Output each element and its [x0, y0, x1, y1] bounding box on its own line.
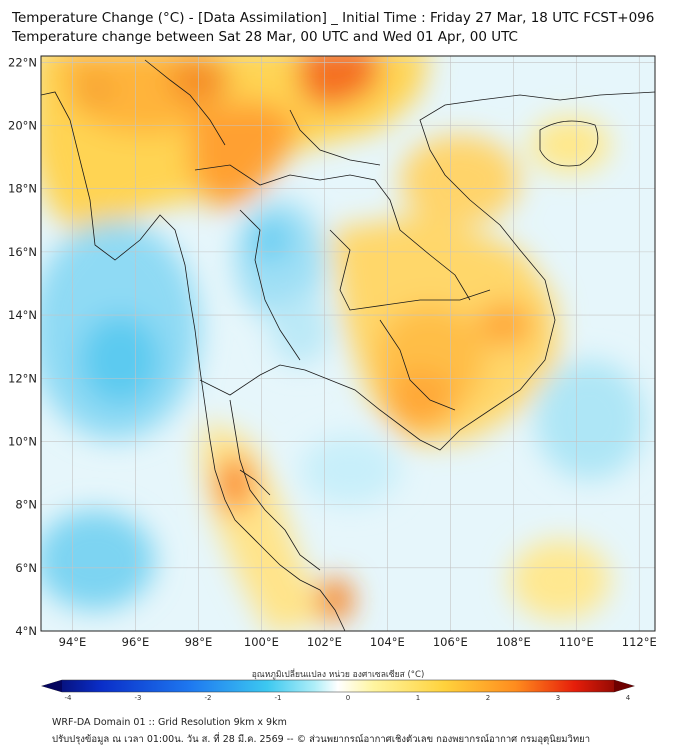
coastline-borders: [41, 59, 655, 631]
colorbar-tick-label: -3: [135, 694, 142, 702]
lat-label: 8°N: [15, 498, 37, 512]
colorbar-tick-label: 4: [626, 694, 631, 702]
lon-label: 98°E: [185, 635, 213, 649]
lat-label: 16°N: [8, 245, 37, 259]
colorbar-label: อุณหภูมิเปลี่ยนแปลง หน่วย องศาเซลเซียส (…: [251, 670, 425, 680]
colorbar: -4 -3 -2 -1 0 1 2 3 4: [40, 679, 636, 702]
chart-subtitle: Temperature change between Sat 28 Mar, 0…: [12, 29, 518, 45]
lat-lon-grid: [41, 56, 655, 631]
colorbar-tick-label: -1: [275, 694, 282, 702]
lon-label: 104°E: [370, 635, 405, 649]
lon-label: 100°E: [244, 635, 279, 649]
temperature-field: [41, 56, 655, 631]
lon-label: 110°E: [559, 635, 594, 649]
lat-label: 6°N: [15, 561, 37, 575]
footer-update-info: ปรับปรุงข้อมูล ณ เวลา 01:00น. วัน ส. ที่…: [52, 734, 591, 745]
lat-label: 20°N: [8, 119, 37, 133]
lat-label: 10°N: [8, 434, 37, 448]
colorbar-tick-label: 0: [346, 694, 350, 702]
colorbar-tick-label: -2: [205, 694, 212, 702]
colorbar-tick-label: 2: [486, 694, 490, 702]
lon-label: 102°E: [307, 635, 342, 649]
colorbar-tick-label: -4: [65, 694, 73, 702]
longitude-labels: 94°E 96°E 98°E 100°E 102°E 104°E 106°E 108°E 110…: [59, 635, 657, 649]
colorbar-tick-label: 3: [556, 694, 560, 702]
chart-title: Temperature Change (°C) - [Data Assimila…: [12, 10, 655, 26]
lon-label: 96°E: [122, 635, 150, 649]
lon-label: 106°E: [433, 635, 468, 649]
lon-label: 108°E: [496, 635, 531, 649]
lon-label: 94°E: [59, 635, 87, 649]
lat-label: 18°N: [8, 182, 37, 196]
lat-label: 4°N: [15, 624, 37, 638]
colorbar-tick-label: 1: [416, 694, 420, 702]
lat-label: 22°N: [8, 55, 37, 69]
lat-label: 12°N: [8, 371, 37, 385]
map-frame: [40, 55, 656, 632]
lat-label: 14°N: [8, 308, 37, 322]
colorbar-ticks: -4 -3 -2 -1 0 1 2 3 4: [65, 694, 631, 702]
footer-model-info: WRF-DA Domain 01 :: Grid Resolution 9km …: [52, 717, 287, 728]
latitude-labels: 22°N 20°N 18°N 16°N 14°N 12°N 10°N 8°N 6°N 4°N: [8, 55, 37, 638]
lon-label: 112°E: [622, 635, 657, 649]
